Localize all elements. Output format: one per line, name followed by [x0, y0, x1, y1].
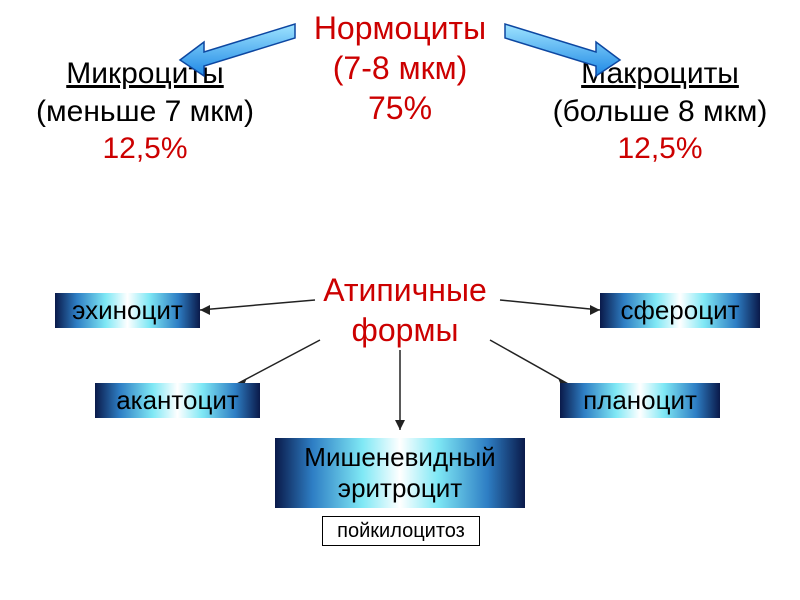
acanthocyte-label: акантоцит [116, 385, 239, 416]
poikilocytosis-box: пойкилоцитоз [322, 516, 480, 546]
acanthocyte-box: акантоцит [95, 383, 260, 418]
planocyte-box: планоцит [560, 383, 720, 418]
echinocyte-box: эхиноцит [55, 293, 200, 328]
planocyte-label: планоцит [583, 385, 697, 416]
spherocyte-label: сфероцит [620, 295, 739, 326]
targetcell-box: Мишеневидный эритроцит [275, 438, 525, 508]
spherocyte-box: сфероцит [600, 293, 760, 328]
echinocyte-label: эхиноцит [72, 295, 183, 326]
targetcell-line2: эритроцит [338, 473, 462, 504]
poikilocytosis-label: пойкилоцитоз [337, 520, 465, 543]
targetcell-line1: Мишеневидный [304, 442, 495, 473]
